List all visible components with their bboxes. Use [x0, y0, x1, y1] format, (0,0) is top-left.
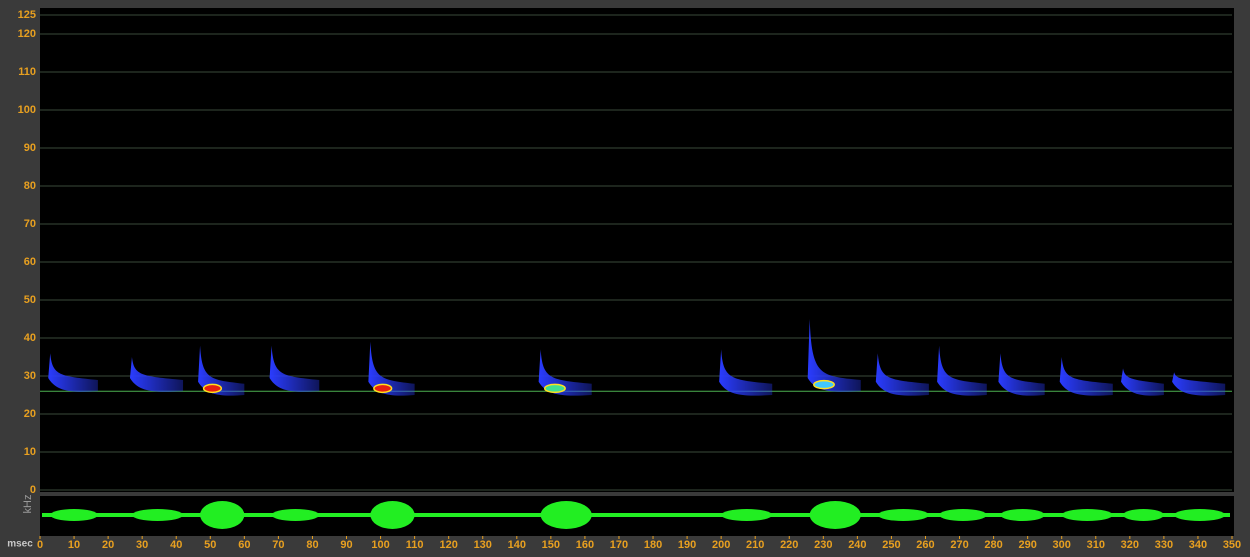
x-tick-label: 240: [848, 539, 866, 551]
waveform-burst: [1000, 509, 1044, 521]
waveform-burst: [939, 509, 987, 521]
waveform-burst: [1062, 509, 1113, 521]
x-tick-label: 40: [170, 539, 182, 551]
x-tick-label: 300: [1053, 539, 1071, 551]
x-tick-label: 190: [678, 539, 696, 551]
waveform-burst: [50, 509, 98, 521]
x-tick-label: 200: [712, 539, 730, 551]
x-tick-label: 180: [644, 539, 662, 551]
page: kHz msec 0102030405060708090100110120125…: [0, 0, 1250, 557]
x-tick-label: 340: [1189, 539, 1207, 551]
x-tick-label: 0: [37, 539, 43, 551]
x-tick-label: 210: [746, 539, 764, 551]
x-tick-label: 170: [610, 539, 628, 551]
x-axis-label: msec: [7, 539, 33, 550]
waveform-burst: [1174, 509, 1225, 521]
x-tick-label: 250: [882, 539, 900, 551]
y-tick-label: 20: [24, 408, 36, 420]
x-tick-label: 50: [204, 539, 216, 551]
waveform-burst: [810, 501, 861, 529]
waveform-burst: [132, 509, 183, 521]
y-tick-label: 60: [24, 256, 36, 268]
x-tick-label: 260: [916, 539, 934, 551]
x-tick-label: 90: [340, 539, 352, 551]
call-core: [374, 384, 392, 392]
y-tick-label: 40: [24, 332, 36, 344]
x-tick-label: 280: [984, 539, 1002, 551]
y-tick-label: 110: [18, 66, 36, 78]
x-tick-label: 100: [371, 539, 389, 551]
x-tick-label: 20: [102, 539, 114, 551]
x-tick-label: 330: [1155, 539, 1173, 551]
y-tick-label: 125: [18, 9, 36, 21]
y-tick-label: 90: [24, 142, 36, 154]
waveform-burst: [878, 509, 929, 521]
x-tick-label: 270: [950, 539, 968, 551]
call-core: [814, 381, 834, 389]
x-tick-label: 320: [1121, 539, 1139, 551]
x-tick-label: 30: [136, 539, 148, 551]
waveform-burst: [370, 501, 414, 529]
waveform-burst: [272, 509, 320, 521]
chart: kHz msec 0102030405060708090100110120125…: [0, 0, 1250, 552]
x-tick-label: 10: [68, 539, 80, 551]
y-tick-label: 70: [24, 218, 36, 230]
y-tick-label: 50: [24, 294, 36, 306]
x-tick-label: 70: [272, 539, 284, 551]
waveform-burst: [1123, 509, 1164, 521]
x-tick-label: 290: [1018, 539, 1036, 551]
y-tick-label: 120: [18, 28, 36, 40]
x-tick-label: 110: [406, 539, 424, 551]
call-core: [204, 384, 222, 392]
x-tick-label: 80: [306, 539, 318, 551]
x-tick-label: 350: [1223, 539, 1241, 551]
y-tick-label: 10: [24, 446, 36, 458]
waveform-burst: [541, 501, 592, 529]
y-tick-label: 0: [30, 484, 36, 496]
x-tick-label: 140: [508, 539, 526, 551]
y-tick-label: 100: [18, 104, 36, 116]
x-tick-label: 230: [814, 539, 832, 551]
x-tick-label: 120: [440, 539, 458, 551]
call-core: [545, 384, 565, 392]
waveform-burst: [721, 509, 772, 521]
y-axis-label: kHz: [22, 495, 34, 514]
spectrogram-panel: [40, 8, 1234, 492]
x-tick-label: 150: [542, 539, 560, 551]
y-tick-label: 30: [24, 370, 36, 382]
y-tick-label: 80: [24, 180, 36, 192]
x-tick-label: 60: [238, 539, 250, 551]
x-tick-label: 130: [474, 539, 492, 551]
x-tick-label: 160: [576, 539, 594, 551]
waveform-burst: [200, 501, 244, 529]
x-tick-label: 310: [1087, 539, 1105, 551]
x-tick-label: 220: [780, 539, 798, 551]
